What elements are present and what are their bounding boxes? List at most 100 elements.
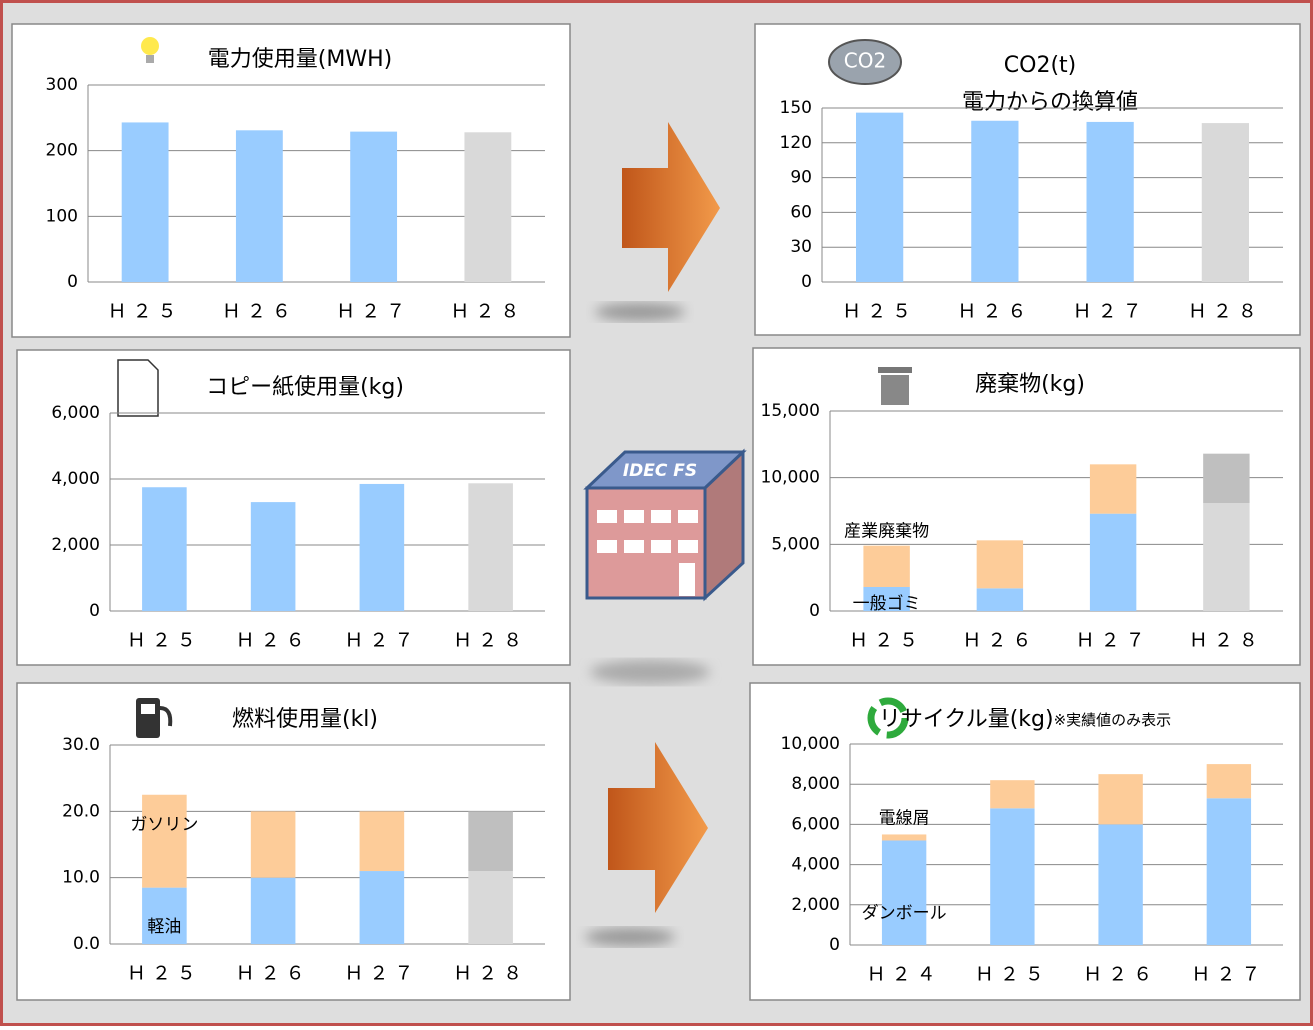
chart-title: CO2(t) <box>1004 53 1076 78</box>
y-tick-label: 2,000 <box>51 535 100 555</box>
y-tick-label: 120 <box>780 133 812 153</box>
x-tick-label: Ｈ２５ <box>849 630 924 652</box>
x-tick-label: Ｈ２６ <box>957 301 1032 323</box>
shadow <box>595 303 685 321</box>
chart-title: 燃料使用量(kl) <box>232 707 378 732</box>
chart-title: 燃料使用量(kl) <box>232 707 378 732</box>
chart-title: リサイクル量(kg)※実績値のみ表示 <box>879 707 1171 732</box>
y-tick-label: 60 <box>790 202 812 222</box>
y-tick-label: 150 <box>780 98 812 118</box>
chart-subtitle: 電力からの換算値 <box>962 90 1138 115</box>
bar-segment <box>1090 514 1136 611</box>
y-tick-label: 20.0 <box>62 801 100 821</box>
x-tick-label: Ｈ２８ <box>453 630 528 652</box>
series-label: 産業廃棄物 <box>844 522 929 542</box>
x-tick-label: Ｈ２８ <box>453 963 528 985</box>
bar <box>142 487 187 611</box>
x-tick-label: Ｈ２６ <box>236 630 311 652</box>
icon <box>118 360 158 416</box>
y-tick-label: 0 <box>809 601 820 621</box>
shadow <box>585 928 675 946</box>
x-tick-label: Ｈ２７ <box>344 630 419 652</box>
bar-segment <box>251 878 296 944</box>
chart-note: ※実績値のみ表示 <box>1054 711 1172 729</box>
bar-segment <box>1207 764 1251 798</box>
y-tick-label: 100 <box>46 206 78 226</box>
x-tick-label: Ｈ２５ <box>127 963 202 985</box>
icon <box>881 375 909 405</box>
bar <box>468 483 513 611</box>
shadow <box>590 660 710 684</box>
icon-text: CO2 <box>844 49 886 73</box>
x-tick-label: Ｈ２４ <box>867 964 942 986</box>
bar-segment <box>977 540 1023 588</box>
bar-segment <box>468 811 513 871</box>
y-tick-label: 15,000 <box>761 401 820 421</box>
x-tick-label: Ｈ２７ <box>1073 301 1148 323</box>
x-tick-label: Ｈ２８ <box>1189 630 1264 652</box>
y-tick-label: 0 <box>801 272 812 292</box>
y-tick-label: 30.0 <box>62 735 100 755</box>
bar-segment <box>1203 454 1249 503</box>
building: IDEC FS <box>587 452 743 598</box>
y-tick-label: 5,000 <box>771 534 820 554</box>
bar-segment <box>882 834 926 840</box>
bar-segment <box>1203 503 1249 611</box>
x-tick-label: Ｈ２５ <box>127 630 202 652</box>
x-tick-label: Ｈ２５ <box>108 301 183 323</box>
y-tick-label: 6,000 <box>51 403 100 423</box>
bar-segment <box>251 811 296 877</box>
y-tick-label: 4,000 <box>51 469 100 489</box>
x-tick-label: Ｈ２６ <box>236 963 311 985</box>
bar <box>251 502 296 611</box>
icon: CO2 <box>829 40 901 84</box>
series-label: 一般ゴミ <box>853 593 921 614</box>
bar-segment <box>1207 798 1251 945</box>
chart-title: コピー紙使用量(kg) <box>206 375 404 400</box>
y-tick-label: 0.0 <box>73 934 100 954</box>
chart-title: コピー紙使用量(kg) <box>206 375 404 400</box>
icon <box>878 367 912 405</box>
infographic: IDEC FS 電力使用量(MWH)0100200300Ｈ２５Ｈ２６Ｈ２７Ｈ２８… <box>0 0 1313 1026</box>
x-tick-label: Ｈ２６ <box>962 630 1037 652</box>
y-tick-label: 300 <box>46 75 78 95</box>
chart-title: CO2(t) <box>1004 53 1076 78</box>
bar <box>1202 123 1249 282</box>
series-label: 軽油 <box>147 917 181 937</box>
bar <box>1086 122 1133 282</box>
bar-segment <box>142 795 187 888</box>
y-tick-label: 10.0 <box>62 868 100 888</box>
chart-title: 電力使用量(MWH) <box>208 47 392 72</box>
bar-segment <box>977 588 1023 611</box>
y-tick-label: 30 <box>790 237 812 257</box>
building-label: IDEC FS <box>623 461 697 481</box>
bar <box>350 132 397 282</box>
series-label: ガソリン <box>130 815 198 835</box>
bar <box>360 484 405 611</box>
bar <box>971 121 1018 282</box>
y-tick-label: 90 <box>790 168 812 188</box>
icon <box>141 704 155 714</box>
bar-segment <box>1090 464 1136 513</box>
x-tick-label: Ｈ２７ <box>336 301 411 323</box>
y-tick-label: 8,000 <box>791 774 840 794</box>
chart-title: 廃棄物(kg) <box>975 372 1085 397</box>
y-tick-label: 10,000 <box>781 734 840 754</box>
bar <box>856 113 903 282</box>
icon <box>146 55 154 63</box>
x-tick-label: Ｈ２８ <box>450 301 525 323</box>
bar <box>236 130 283 282</box>
chart-title: 電力使用量(MWH) <box>208 47 392 72</box>
icon <box>878 367 912 373</box>
x-tick-label: Ｈ２６ <box>222 301 297 323</box>
bar <box>122 122 169 282</box>
chart-title: 廃棄物(kg) <box>975 372 1085 397</box>
y-tick-label: 6,000 <box>791 814 840 834</box>
y-tick-label: 4,000 <box>791 855 840 875</box>
bar-segment <box>360 811 405 871</box>
bar-segment <box>990 780 1034 808</box>
chart-title: リサイクル量(kg) <box>879 707 1054 732</box>
y-tick-label: 2,000 <box>791 895 840 915</box>
bar-segment <box>360 871 405 944</box>
series-label: 電線屑 <box>879 808 930 828</box>
